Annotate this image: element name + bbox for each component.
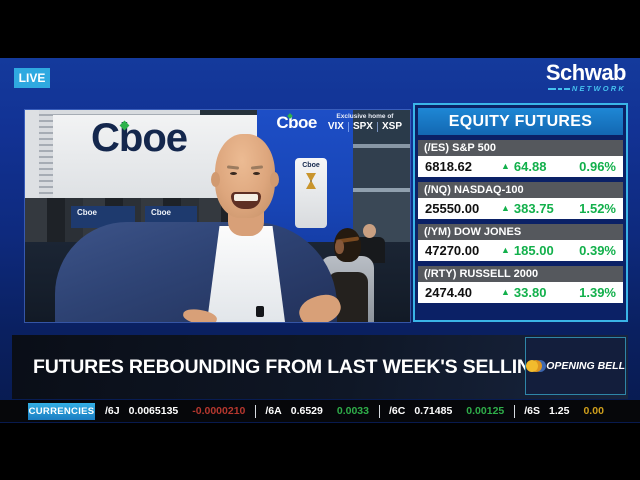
office-windows [353,110,410,262]
panel-title: EQUITY FUTURES [418,108,623,135]
ticker-symbol: /6S [524,405,541,417]
ticker-last: 0.0065135 [128,405,179,417]
up-triangle-icon: ▲ [501,203,510,213]
live-badge: LIVE [14,68,50,88]
host-teeth [234,194,258,201]
ticker-change: 0.00125 [466,405,505,417]
futures-row-ym: (/YM) DOW JONES 47270.00 ▲ 185.00 0.39% [418,224,623,261]
speed-lines-icon [557,87,562,90]
background-person-face [335,240,344,254]
product-xsp: XSP [376,121,406,132]
host-suit [55,222,337,322]
ticker-change: 0.0033 [336,405,369,417]
segment-badge: OPENING BELL [525,337,626,395]
host-ear [211,172,220,187]
futures-row-nq: (/NQ) NASDAQ-100 25550.00 ▲ 383.75 1.52% [418,182,623,219]
product-spx: SPX [347,121,377,132]
futures-last-price: 2474.40 [425,285,472,300]
live-video-feed[interactable]: Cboe Cboe Cboe Cboe [24,109,411,323]
futures-last-price: 6818.62 [425,159,472,174]
brand-subtitle: NETWORK [571,84,626,93]
futures-change: 383.75 [513,201,554,216]
product-vix: VIX [327,120,344,132]
futures-percent-change: 0.39% [579,243,616,258]
ticker-symbol: /6C [388,405,406,417]
futures-row-es: (/ES) S&P 500 6818.62 ▲ 64.88 0.96% [418,140,623,177]
ticker-change: -0.0000210 [192,405,246,417]
ticker-last: 0.6529 [290,405,323,417]
headline: FUTURES REBOUNDING FROM LAST WEEK'S SELL… [33,355,546,378]
host-shirt [207,226,285,322]
lapel-microphone-icon [256,306,264,317]
ticker-items: /6J 0.0065135 -0.0000210 /6A 0.6529 0.00… [105,404,614,418]
sponsor-tagline: Exclusive home of [336,113,394,121]
speed-lines-icon [563,87,570,90]
background-person-head [363,224,376,238]
futures-symbol-label: (/NQ) NASDAQ-100 [418,182,623,198]
futures-change: 33.80 [513,285,547,300]
futures-row-rty: (/RTY) RUSSELL 2000 2474.40 ▲ 33.80 1.39% [418,266,623,303]
speed-lines-icon [547,87,556,90]
host-eye [253,172,260,175]
host-eye [230,172,237,175]
ticker-item-6a: /6A 0.6529 0.0033 [265,405,379,417]
segment-label: OPENING BELL [546,360,625,372]
up-triangle-icon: ▲ [501,287,510,297]
live-badge-label: LIVE [18,71,46,85]
cboe-sponsor-overlay: Cboe Exclusive home of VIX SPX XSP [276,113,406,133]
lower-third-banner: FUTURES REBOUNDING FROM LAST WEEK'S SELL… [12,335,628,399]
cboe-kiosk-sign: Cboe [302,162,320,169]
ticker-symbol: /6J [105,405,120,417]
ticker-change: 0.00 [583,405,604,417]
equity-futures-panel: EQUITY FUTURES (/ES) S&P 500 6818.62 ▲ 64… [413,103,628,322]
sponsor-products: VIX SPX XSP [324,120,406,132]
brand-wordmark: Schwab [545,60,627,85]
ticker-symbol: /6A [265,405,282,417]
ticker-last: 1.25 [549,405,570,417]
cboe-wall-sign: Cboe [91,116,188,160]
ticker-separator [255,404,257,418]
ticker-last: 0.71485 [414,405,453,417]
futures-symbol-label: (/RTY) RUSSELL 2000 [418,266,623,282]
ticker-category-badge: CURRENCIES [28,402,95,420]
up-triangle-icon: ▲ [501,161,510,171]
ticker-separator [378,404,380,418]
cboe-logo: Cboe [276,113,317,132]
market-ticker: CURRENCIES /6J 0.0065135 -0.0000210 /6A … [0,400,640,422]
ticker-item-6j: /6J 0.0065135 -0.0000210 [105,405,255,417]
futures-percent-change: 1.52% [579,201,616,216]
ticker-item-6s: /6S 1.25 0.00 [524,405,614,417]
cboe-kiosk: Cboe [295,158,327,228]
futures-percent-change: 1.39% [579,285,616,300]
schwab-network-logo: Schwab NETWORK [545,60,627,93]
up-triangle-icon: ▲ [501,245,510,255]
broadcast-frame: LIVE Schwab NETWORK Cboe Cboe Cb [0,58,640,423]
opening-bell-icon [526,360,546,372]
hourglass-icon [306,173,316,189]
ticker-item-6c: /6C 0.71485 0.00125 [389,405,514,417]
futures-last-price: 47270.00 [425,243,480,258]
futures-symbol-label: (/ES) S&P 500 [418,140,623,156]
ticker-separator [514,404,516,418]
host-ear [270,172,279,187]
futures-change: 185.00 [513,243,554,258]
futures-symbol-label: (/YM) DOW JONES [418,224,623,240]
futures-percent-change: 0.96% [579,159,616,174]
futures-change: 64.88 [513,159,547,174]
futures-last-price: 25550.00 [425,201,480,216]
